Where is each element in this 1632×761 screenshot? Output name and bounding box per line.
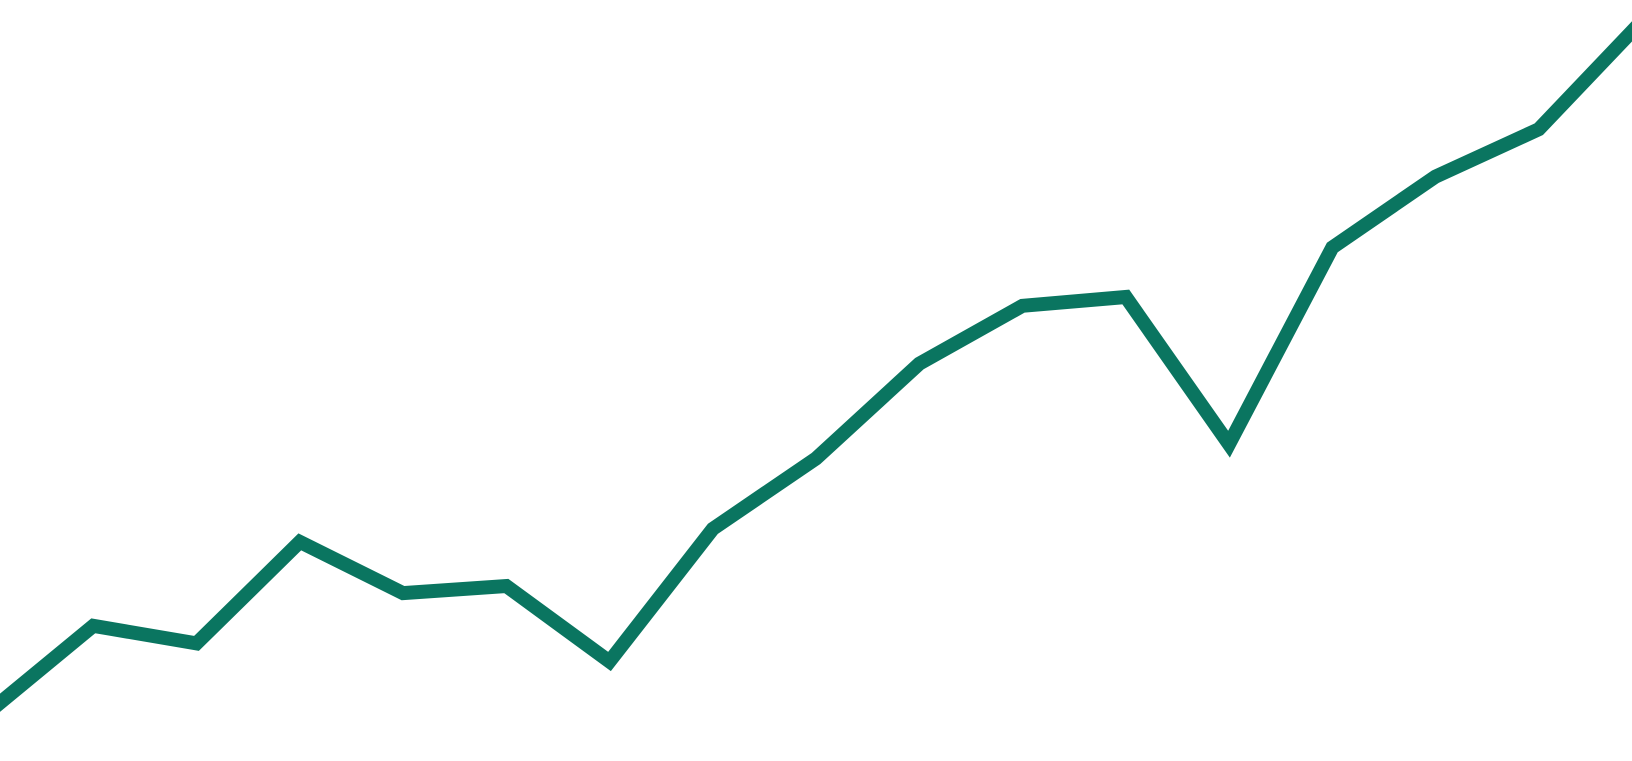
series-layer — [0, 21, 1632, 712]
series-line-0 — [0, 21, 1632, 712]
